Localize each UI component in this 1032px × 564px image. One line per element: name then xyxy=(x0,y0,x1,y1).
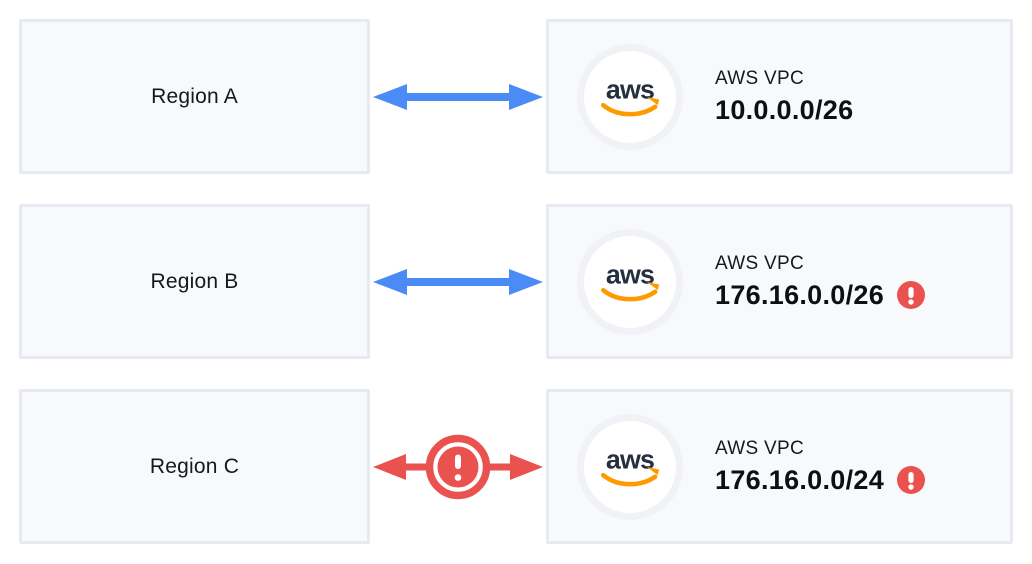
svg-text:aws: aws xyxy=(606,444,654,474)
region-label: Region B xyxy=(150,269,239,293)
connection-link xyxy=(370,389,546,544)
vpc-label: AWS VPC xyxy=(715,437,805,459)
vpc-card: aws AWS VPC 176.16.0.0/26 xyxy=(546,204,1013,359)
conflict-arrow-icon xyxy=(373,434,543,499)
vpc-text-block: AWS VPC 10.0.0.0/26 xyxy=(715,68,853,126)
conflict-warning-ring-icon xyxy=(425,434,491,499)
alert-badge-icon xyxy=(897,466,926,494)
aws-logo-icon: aws xyxy=(577,43,683,150)
peering-row: Region A xyxy=(19,19,1013,174)
vpc-card: aws AWS VPC 10.0.0.0/26 xyxy=(546,19,1013,174)
vpc-cidr: 10.0.0.0/26 xyxy=(715,94,854,125)
peering-row: Region C xyxy=(19,389,1013,544)
region-box: Region C xyxy=(19,389,370,544)
region-label: Region A xyxy=(151,84,238,108)
region-box: Region B xyxy=(19,204,370,359)
connection-link xyxy=(370,19,546,174)
vpc-cidr: 176.16.0.0/26 xyxy=(715,279,885,310)
connection-link xyxy=(370,204,546,359)
vpc-card: aws AWS VPC 176.16.0.0/24 xyxy=(546,389,1013,544)
vpc-text-block: AWS VPC 176.16.0.0/24 xyxy=(715,437,926,496)
bidirectional-arrow-icon xyxy=(373,268,543,295)
svg-text:aws: aws xyxy=(606,259,654,289)
vpc-label: AWS VPC xyxy=(715,67,805,89)
aws-logo-icon: aws xyxy=(577,228,683,335)
region-box: Region A xyxy=(19,19,370,174)
bidirectional-arrow-icon xyxy=(373,83,543,110)
vpc-label: AWS VPC xyxy=(715,252,805,274)
aws-logo-icon: aws xyxy=(577,413,683,520)
alert-badge-icon xyxy=(897,281,926,309)
svg-text:aws: aws xyxy=(606,74,654,104)
region-label: Region C xyxy=(149,454,240,478)
peering-row: Region B xyxy=(19,204,1013,359)
vpc-cidr: 176.16.0.0/24 xyxy=(715,464,885,495)
vpc-text-block: AWS VPC 176.16.0.0/26 xyxy=(715,252,926,311)
